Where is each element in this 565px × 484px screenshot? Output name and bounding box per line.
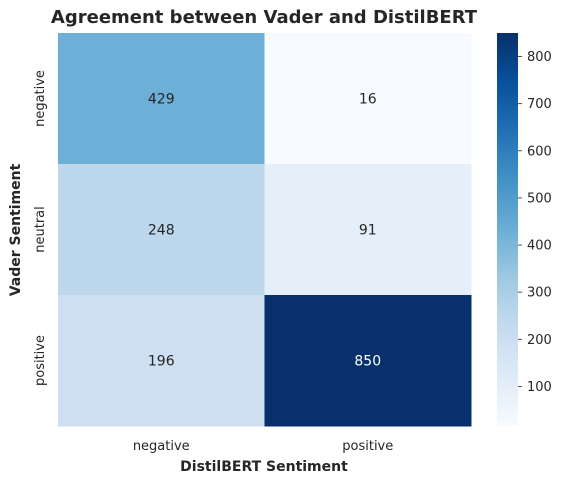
colorbar-tick-label: 200: [527, 333, 552, 348]
x-tick-label: positive: [342, 439, 393, 454]
colorbar-ticks: 100 200 300 400 500 600 700 800: [518, 50, 552, 395]
heatmap-cell-labels: 429 16 248 91 196 850: [148, 92, 381, 370]
y-axis-ticks: negative neutral positive: [33, 70, 48, 386]
chart-title: Agreement between Vader and DistilBERT: [51, 7, 478, 28]
heatmap-cell: [58, 295, 265, 427]
colorbar-tick-label: 500: [527, 191, 552, 206]
x-axis-ticks: negative positive: [133, 439, 393, 454]
colorbar-tick-label: 800: [527, 50, 552, 65]
y-tick-label: positive: [33, 335, 48, 386]
cell-value-label: 16: [359, 92, 377, 108]
x-tick-label: negative: [133, 439, 190, 454]
colorbar: [497, 33, 518, 426]
y-tick-label: neutral: [33, 206, 48, 253]
heatmap-cell: [264, 164, 472, 296]
y-axis-label: Vader Sentiment: [8, 163, 24, 296]
x-axis-label: DistilBERT Sentiment: [180, 459, 348, 475]
heatmap-cell: [58, 164, 265, 296]
colorbar-tick-label: 600: [527, 144, 552, 159]
colorbar-tick-label: 300: [527, 286, 552, 301]
cell-value-label: 196: [148, 354, 175, 370]
colorbar-tick-label: 700: [527, 97, 552, 112]
heatmap-cells: [58, 33, 472, 427]
heatmap-cell: [264, 33, 472, 165]
colorbar-tick-label: 400: [527, 239, 552, 254]
heatmap-cell: [264, 295, 472, 427]
cell-value-label: 850: [354, 354, 381, 370]
colorbar-tick-label: 100: [527, 380, 552, 395]
cell-value-label: 429: [148, 92, 175, 108]
y-tick-label: negative: [33, 70, 48, 127]
cell-value-label: 248: [148, 223, 175, 239]
heatmap-cell: [58, 33, 265, 165]
cell-value-label: 91: [359, 223, 377, 239]
